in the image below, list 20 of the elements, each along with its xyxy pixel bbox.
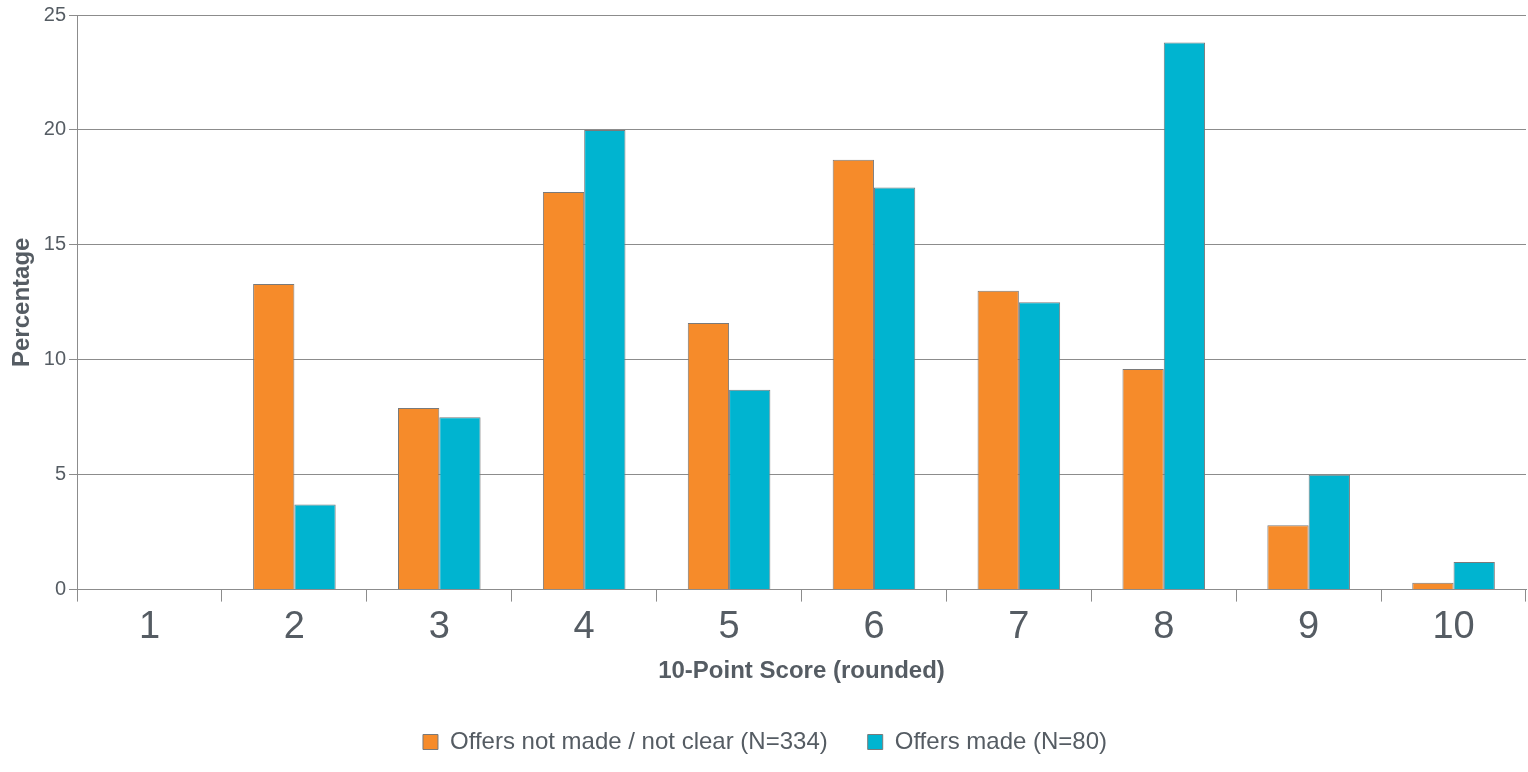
- x-tick-label: 10: [1432, 603, 1475, 646]
- x-tick-label: 4: [573, 603, 595, 646]
- x-tick-label: 3: [428, 603, 450, 646]
- x-tick-label: 2: [283, 603, 305, 646]
- x-tick-label: 8: [1153, 603, 1175, 646]
- x-tick-label: 9: [1298, 603, 1320, 646]
- y-tick-label: 20: [43, 117, 67, 140]
- x-tick-label: 7: [1008, 603, 1030, 646]
- y-tick-label: 15: [43, 232, 67, 255]
- x-tick-label: 1: [138, 603, 161, 646]
- y-tick-label: 5: [54, 462, 67, 485]
- legend-label: Offers not made / not clear (N=334): [449, 726, 828, 754]
- y-tick-label: 10: [43, 347, 67, 370]
- x-axis-title: 10-Point Score (rounded): [658, 656, 945, 684]
- x-tick-label: 5: [718, 603, 740, 646]
- legend-label: Offers made (N=80): [894, 726, 1108, 754]
- x-tick-label: 6: [863, 603, 885, 646]
- y-axis-title: Percentage: [7, 237, 35, 367]
- y-tick-label: 25: [43, 2, 67, 25]
- y-tick-label: 0: [54, 577, 67, 600]
